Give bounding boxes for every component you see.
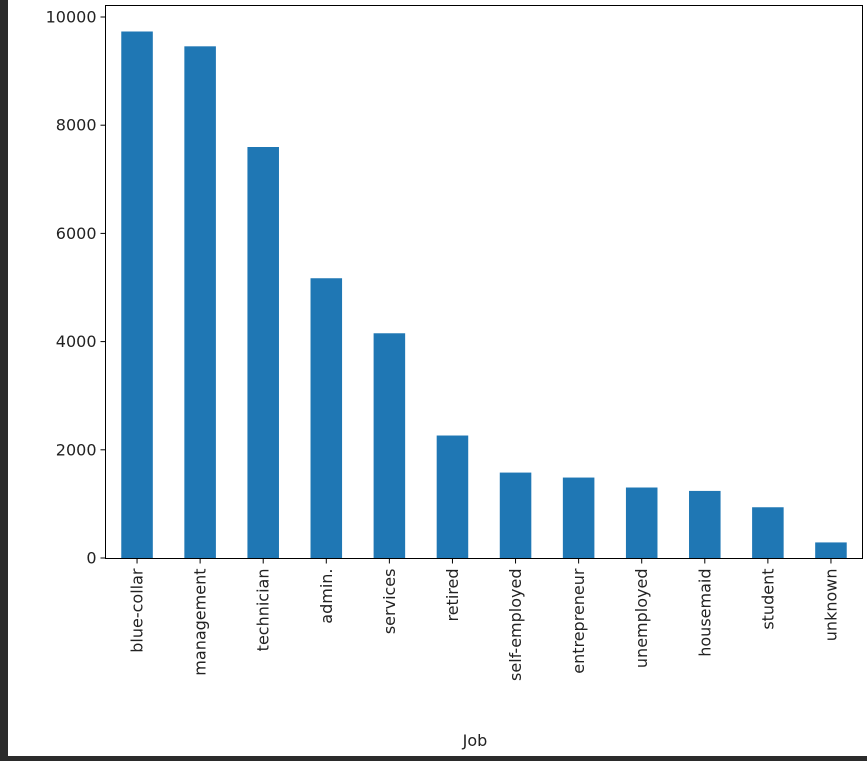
bars-group xyxy=(121,31,847,559)
x-tick-label: technician xyxy=(254,569,273,652)
y-tick-label: 2000 xyxy=(56,440,97,459)
chart-frame: 0 2000 4000 6000 8000 10000 blue-collar manage… xyxy=(8,0,867,756)
x-axis-label: Job xyxy=(462,731,488,750)
bar-retired xyxy=(436,435,469,558)
x-axis: blue-collar management technician admin. ser… xyxy=(128,558,840,681)
bar-technician xyxy=(247,147,279,558)
bar-services xyxy=(373,333,406,558)
bar-unemployed xyxy=(625,487,658,558)
x-tick-label: housemaid xyxy=(695,569,714,657)
x-tick-label: retired xyxy=(443,569,462,622)
bar-chart: 0 2000 4000 6000 8000 10000 blue-collar manage… xyxy=(46,5,863,750)
y-tick-label: 0 xyxy=(86,549,96,568)
y-tick-label: 6000 xyxy=(56,224,97,243)
axes-frame xyxy=(105,5,863,559)
bar-housemaid xyxy=(689,490,721,558)
x-tick-label: services xyxy=(380,569,399,635)
bar-self-employed xyxy=(499,472,532,558)
x-tick-label: self-employed xyxy=(506,569,525,681)
bar-unknown xyxy=(815,542,847,558)
bar-student xyxy=(752,507,784,558)
y-tick-label: 10000 xyxy=(46,8,97,27)
x-tick-label: blue-collar xyxy=(128,568,147,653)
x-tick-label: admin. xyxy=(317,569,336,624)
x-tick-label: management xyxy=(191,569,210,676)
y-tick-label: 4000 xyxy=(56,332,97,351)
x-tick-label: unknown xyxy=(821,569,840,642)
bar-admin xyxy=(310,278,343,558)
x-tick-label: unemployed xyxy=(632,569,651,669)
x-tick-label: student xyxy=(758,569,777,630)
y-tick-label: 8000 xyxy=(56,116,97,135)
bar-entrepreneur xyxy=(562,477,595,558)
y-axis: 0 2000 4000 6000 8000 10000 xyxy=(46,8,106,568)
x-tick-label: entrepreneur xyxy=(569,568,588,674)
bar-blue-collar xyxy=(121,31,153,559)
bar-management xyxy=(184,46,216,558)
